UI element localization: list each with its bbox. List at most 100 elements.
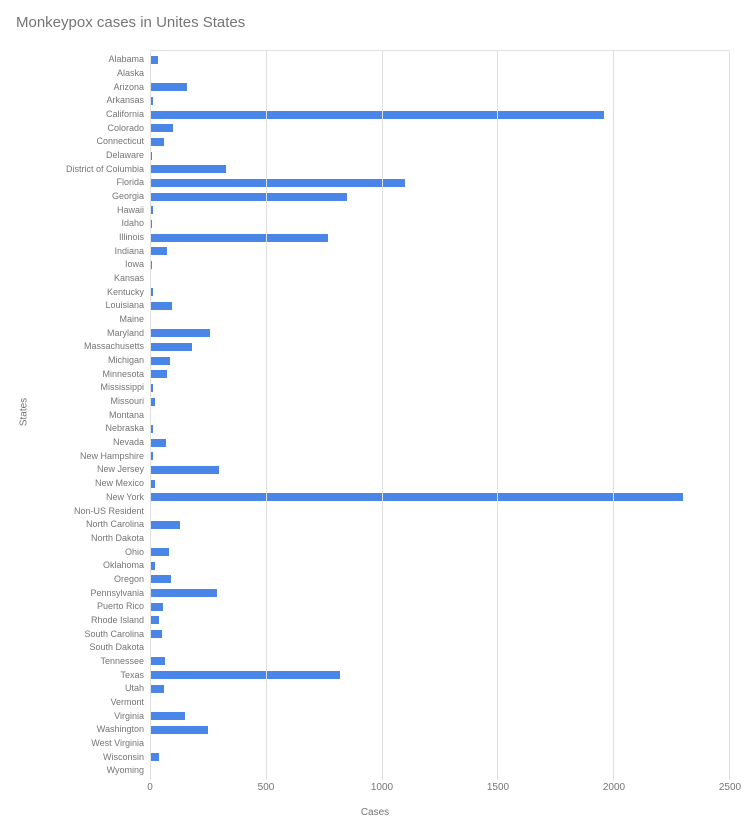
category-label: Puerto Rico [97, 602, 150, 611]
category-label: South Carolina [84, 630, 150, 639]
bar-row: Rhode Island [150, 614, 729, 626]
category-label: Ohio [125, 548, 150, 557]
bar-row: Alaska [150, 68, 729, 80]
category-label: Wisconsin [103, 753, 150, 762]
bar-row: Utah [150, 683, 729, 695]
bar-row: Puerto Rico [150, 601, 729, 613]
bar-row: New Jersey [150, 464, 729, 476]
category-label: Vermont [110, 698, 150, 707]
bar-row: Michigan [150, 355, 729, 367]
bar [150, 685, 164, 693]
x-tick-labels: 05001000150020002500 [150, 782, 730, 798]
bar-row: Missouri [150, 396, 729, 408]
bar-row: New Hampshire [150, 450, 729, 462]
bar-row: Maine [150, 314, 729, 326]
bar-row: Louisiana [150, 300, 729, 312]
category-label: Texas [120, 671, 150, 680]
category-label: Pennsylvania [90, 589, 150, 598]
bar-row: Iowa [150, 259, 729, 271]
category-label: Montana [109, 411, 150, 420]
x-tick-label: 2500 [719, 782, 741, 793]
category-label: New Hampshire [80, 452, 150, 461]
category-label: Maine [119, 315, 150, 324]
category-label: North Carolina [86, 520, 150, 529]
bar [150, 439, 166, 447]
bar-row: Hawaii [150, 204, 729, 216]
bar-row: Non-US Resident [150, 505, 729, 517]
category-label: Wyoming [107, 766, 150, 775]
bar-row: Wyoming [150, 765, 729, 777]
bar [150, 466, 219, 474]
category-label: New Jersey [97, 465, 150, 474]
bar-row: Wisconsin [150, 751, 729, 763]
category-label: Idaho [121, 219, 150, 228]
category-label: New York [106, 493, 150, 502]
bar [150, 712, 185, 720]
bar [150, 493, 683, 501]
category-label: Connecticut [96, 137, 150, 146]
bar [150, 193, 347, 201]
category-label: Florida [116, 178, 150, 187]
bar [150, 165, 226, 173]
bar [150, 124, 173, 132]
bar-row: Tennessee [150, 655, 729, 667]
bar [150, 575, 171, 583]
bar [150, 589, 217, 597]
bar-row: Oklahoma [150, 560, 729, 572]
grid-line [382, 51, 383, 780]
bar-row: Washington [150, 724, 729, 736]
bar [150, 247, 167, 255]
bar [150, 343, 192, 351]
bar [150, 726, 208, 734]
category-label: Rhode Island [91, 616, 150, 625]
bar-row: Delaware [150, 150, 729, 162]
category-label: Mississippi [100, 383, 150, 392]
x-tick-label: 1500 [487, 782, 509, 793]
bar-row: Arizona [150, 81, 729, 93]
bar-row: New York [150, 491, 729, 503]
bars-group: AlabamaAlaskaArizonaArkansasCaliforniaCo… [150, 51, 729, 780]
category-label: Delaware [106, 151, 150, 160]
bar [150, 603, 163, 611]
bar-row: North Carolina [150, 519, 729, 531]
category-label: Virginia [114, 712, 150, 721]
bar-row: South Carolina [150, 628, 729, 640]
category-label: Colorado [107, 124, 150, 133]
bar-row: Vermont [150, 696, 729, 708]
y-axis-label: States [19, 398, 30, 426]
category-label: Utah [125, 684, 150, 693]
bar-row: Kentucky [150, 286, 729, 298]
bar-row: Idaho [150, 218, 729, 230]
category-label: Kentucky [107, 288, 150, 297]
bar-row: Texas [150, 669, 729, 681]
category-label: Georgia [112, 192, 150, 201]
bar-row: Ohio [150, 546, 729, 558]
category-label: Maryland [107, 329, 150, 338]
bar [150, 56, 158, 64]
category-label: North Dakota [91, 534, 150, 543]
bar-row: Indiana [150, 245, 729, 257]
x-tick-label: 500 [258, 782, 275, 793]
x-tick-label: 1000 [371, 782, 393, 793]
bar [150, 302, 172, 310]
bar [150, 179, 405, 187]
bar-row: Maryland [150, 327, 729, 339]
chart-title: Monkeypox cases in Unites States [16, 14, 245, 31]
bar [150, 671, 340, 679]
bar-row: Nebraska [150, 423, 729, 435]
bar [150, 616, 159, 624]
category-label: Minnesota [102, 370, 150, 379]
bar-row: North Dakota [150, 532, 729, 544]
bar-row: Mississippi [150, 382, 729, 394]
bar [150, 370, 167, 378]
category-label: Oregon [114, 575, 150, 584]
bar [150, 630, 162, 638]
category-label: Michigan [108, 356, 150, 365]
plot-area: AlabamaAlaskaArizonaArkansasCaliforniaCo… [150, 50, 730, 780]
x-tick-label: 0 [147, 782, 153, 793]
bar-row: Colorado [150, 122, 729, 134]
grid-line [497, 51, 498, 780]
grid-line [266, 51, 267, 780]
category-label: California [106, 110, 150, 119]
bar [150, 548, 169, 556]
